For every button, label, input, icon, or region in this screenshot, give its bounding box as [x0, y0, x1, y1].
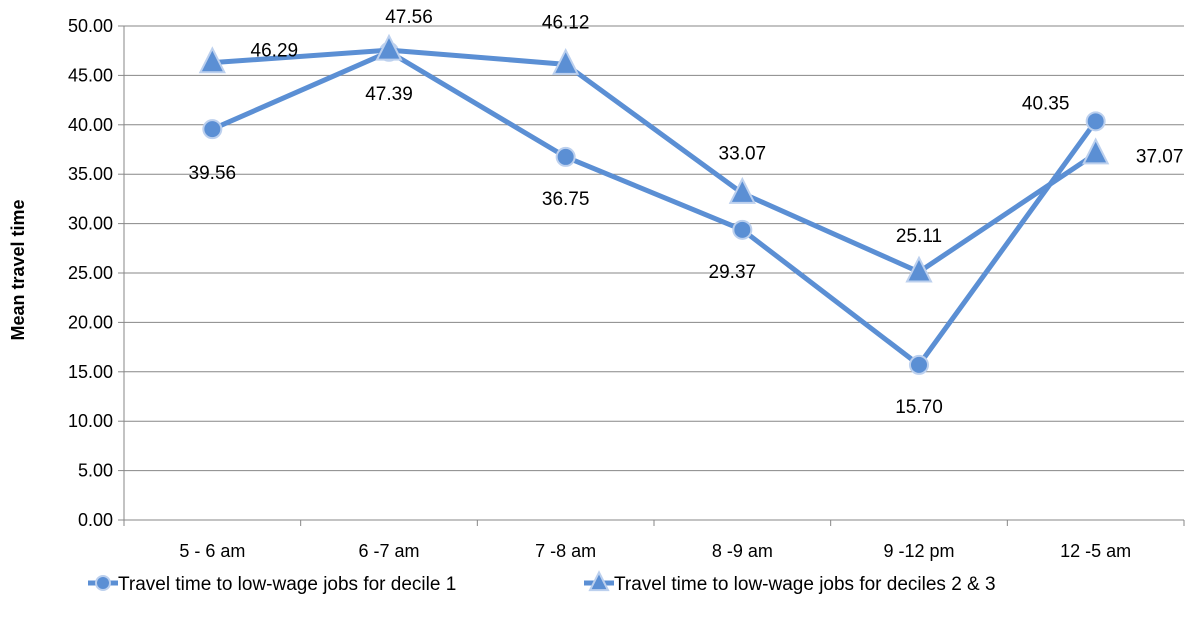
circle-marker — [732, 219, 753, 240]
data-label: 25.11 — [896, 226, 942, 247]
data-label: 15.70 — [895, 397, 943, 418]
y-tick-label: 10.00 — [68, 411, 113, 431]
data-label: 40.35 — [1022, 93, 1070, 114]
x-tick-label: 8 -9 am — [712, 541, 773, 561]
data-label: 47.39 — [365, 84, 413, 105]
data-label: 29.37 — [709, 262, 757, 283]
series-line — [209, 49, 1099, 368]
gridlines — [124, 25, 1184, 472]
triangle-marker — [198, 46, 226, 74]
x-tick-label: 12 -5 am — [1060, 541, 1131, 561]
circle-marker — [1085, 111, 1106, 132]
triangle-marker — [905, 255, 933, 283]
y-tick-label: 5.00 — [78, 461, 113, 481]
circle-marker — [202, 119, 223, 140]
x-tick-label: 6 -7 am — [358, 541, 419, 561]
series-1 — [202, 41, 1106, 375]
data-label: 47.56 — [385, 7, 433, 28]
y-axis-title: Mean travel time — [8, 199, 28, 340]
y-tick-label: 20.00 — [68, 312, 113, 332]
legend: Travel time to low-wage jobs for decile … — [88, 570, 996, 595]
y-tick-label: 30.00 — [68, 214, 113, 234]
axes: 0.00 5.00 10.00 15.00 20.00 25.00 30.00 35.00 40… — [68, 16, 1185, 561]
triangle-marker — [375, 33, 403, 61]
x-tick-label: 5 - 6 am — [179, 541, 245, 561]
series-layer — [198, 33, 1110, 375]
data-label: 33.07 — [719, 143, 767, 164]
legend-item-2: Travel time to low-wage jobs for deciles… — [584, 570, 996, 595]
legend-label: Travel time to low-wage jobs for deciles… — [614, 574, 996, 595]
data-label: 36.75 — [542, 189, 590, 210]
x-tick-label: 7 -8 am — [535, 541, 596, 561]
y-tick-label: 40.00 — [68, 115, 113, 135]
triangle-marker — [552, 47, 580, 75]
circle-marker — [555, 146, 576, 167]
circle-marker — [909, 354, 929, 375]
series-line — [209, 47, 1099, 275]
legend-label: Travel time to low-wage jobs for decile … — [118, 574, 456, 595]
x-tick-label: 9 -12 pm — [883, 541, 954, 561]
y-tick-label: 15.00 — [68, 362, 113, 382]
data-label: 37.07 — [1136, 147, 1184, 168]
series-2 — [198, 33, 1110, 283]
data-label: 39.56 — [189, 163, 237, 184]
y-tick-label: 50.00 — [68, 16, 113, 36]
data-labels: 39.56 47.39 36.75 29.37 15.70 40.35 46.29 47.56… — [189, 7, 1184, 418]
legend-item-1: Travel time to low-wage jobs for decile … — [88, 574, 456, 595]
data-label: 46.12 — [542, 12, 590, 33]
triangle-marker — [728, 176, 756, 204]
circle-marker — [95, 575, 111, 591]
y-tick-label: 0.00 — [78, 510, 113, 530]
triangle-marker — [588, 570, 610, 592]
data-label: 46.29 — [251, 41, 299, 62]
triangle-marker — [1082, 137, 1110, 165]
y-tick-label: 25.00 — [68, 263, 113, 283]
y-tick-label: 45.00 — [68, 65, 113, 85]
y-tick-label: 35.00 — [68, 164, 113, 184]
